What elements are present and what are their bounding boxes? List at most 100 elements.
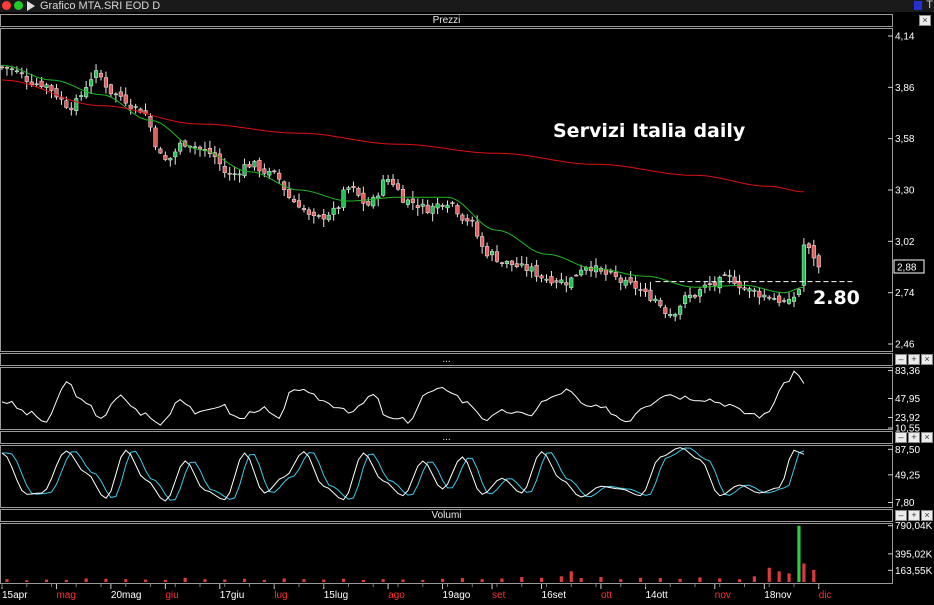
price-candle	[608, 268, 613, 275]
price-candle	[707, 276, 712, 291]
price-candle	[113, 92, 118, 103]
color-square-icon[interactable]	[914, 1, 922, 10]
candle-body	[301, 208, 306, 211]
volume-bar	[579, 578, 583, 582]
price-candle	[178, 140, 183, 155]
price-tick-label: 3,02	[895, 237, 915, 248]
volume-bar	[787, 573, 791, 582]
price-candle	[341, 186, 346, 211]
green-dot-icon[interactable]	[14, 1, 23, 10]
price-candle	[410, 191, 415, 211]
volume-bar	[520, 577, 524, 582]
price-candle	[643, 282, 648, 297]
candle-body	[242, 164, 247, 177]
osc2-minus-button[interactable]: –	[895, 432, 907, 443]
osc2-close-button[interactable]: ×	[921, 432, 933, 443]
candle-body	[598, 268, 604, 272]
osc1-panel-label: ...	[442, 354, 451, 365]
candle-body	[485, 246, 490, 257]
candle-body	[366, 201, 371, 206]
price-candle	[772, 293, 777, 301]
volume-bar	[480, 579, 484, 582]
price-candle	[752, 287, 757, 297]
candle-body	[796, 289, 802, 296]
volume-bar	[539, 577, 544, 582]
red-dot-icon[interactable]	[2, 1, 11, 10]
osc2-plus-button[interactable]: +	[908, 432, 920, 443]
x-tick-label: 20mag	[111, 590, 142, 601]
volume-plus-button[interactable]: +	[908, 510, 920, 521]
price-candle	[648, 281, 653, 303]
osc1-close-button[interactable]: ×	[921, 354, 933, 365]
volume-close-button[interactable]: ×	[921, 510, 933, 521]
candle-body	[49, 85, 54, 91]
volume-bar	[124, 579, 128, 582]
volume-bar	[262, 579, 266, 582]
price-candle	[163, 151, 168, 162]
candle-body	[811, 245, 816, 259]
candle-body	[460, 214, 465, 221]
play-arrow-icon[interactable]	[27, 1, 35, 11]
osc1-minus-button[interactable]: –	[895, 354, 907, 365]
price-candle	[59, 91, 64, 105]
candle-body	[217, 153, 222, 165]
candle-body	[227, 173, 232, 175]
oscillator-1-line	[1, 370, 805, 426]
oscillator-2-plot[interactable]	[1, 447, 805, 502]
x-tick-label: nov	[715, 590, 731, 601]
candle-body	[702, 284, 707, 288]
price-tick-label: 4,14	[895, 32, 915, 43]
price-candle	[777, 292, 782, 307]
text-tool-icon[interactable]: T	[926, 0, 933, 11]
price-candle	[658, 297, 663, 309]
osc1-tick-label: 23,92	[895, 413, 920, 424]
candle-body	[777, 295, 782, 303]
oscillator-1-plot[interactable]	[1, 370, 805, 426]
volume-plot[interactable]	[5, 525, 816, 582]
candle-body	[267, 171, 272, 176]
price-candle	[603, 264, 608, 281]
volume-bar	[84, 578, 88, 582]
volume-bar	[223, 579, 227, 582]
price-candle	[554, 277, 559, 289]
price-candle	[767, 295, 772, 301]
candle-body	[559, 279, 564, 284]
price-candle	[207, 140, 212, 158]
volume-bar	[460, 578, 464, 582]
candle-body	[316, 215, 321, 217]
price-candle	[509, 259, 514, 272]
price-candle	[405, 198, 410, 208]
price-candle	[366, 197, 371, 207]
candle-body	[64, 100, 69, 108]
osc1-plus-button[interactable]: +	[908, 354, 920, 365]
price-candle	[237, 169, 242, 183]
x-tick-label: 16set	[542, 590, 567, 601]
volume-tick-label: 395,02K	[895, 549, 933, 560]
candle-body	[430, 205, 435, 214]
price-candle	[801, 238, 806, 292]
price-candle	[351, 181, 356, 193]
candle-body	[356, 187, 361, 196]
x-axis: 15apr mag 20mag giu 17giu lug 15lug ago 19ago set…	[1, 584, 832, 601]
price-candle	[678, 304, 683, 320]
candle-body	[351, 186, 356, 188]
candle-body	[623, 279, 628, 286]
price-candle	[306, 207, 311, 221]
price-candle	[559, 272, 564, 285]
volume-bar	[619, 579, 623, 582]
price-panel-close-button[interactable]: ×	[919, 15, 931, 26]
window-controls: T	[912, 0, 934, 12]
x-tick-label: ago	[388, 590, 405, 601]
candle-body	[292, 198, 297, 203]
candle-body	[306, 209, 311, 215]
candle-body	[34, 83, 39, 86]
price-candle	[292, 195, 297, 204]
price-candle	[440, 203, 445, 210]
candle-body	[638, 289, 643, 291]
candle-body	[331, 207, 336, 215]
price-plot[interactable]	[0, 64, 854, 322]
volume-minus-button[interactable]: –	[895, 510, 907, 521]
last-price-label: 2,88	[897, 263, 917, 274]
candle-body	[579, 269, 584, 276]
